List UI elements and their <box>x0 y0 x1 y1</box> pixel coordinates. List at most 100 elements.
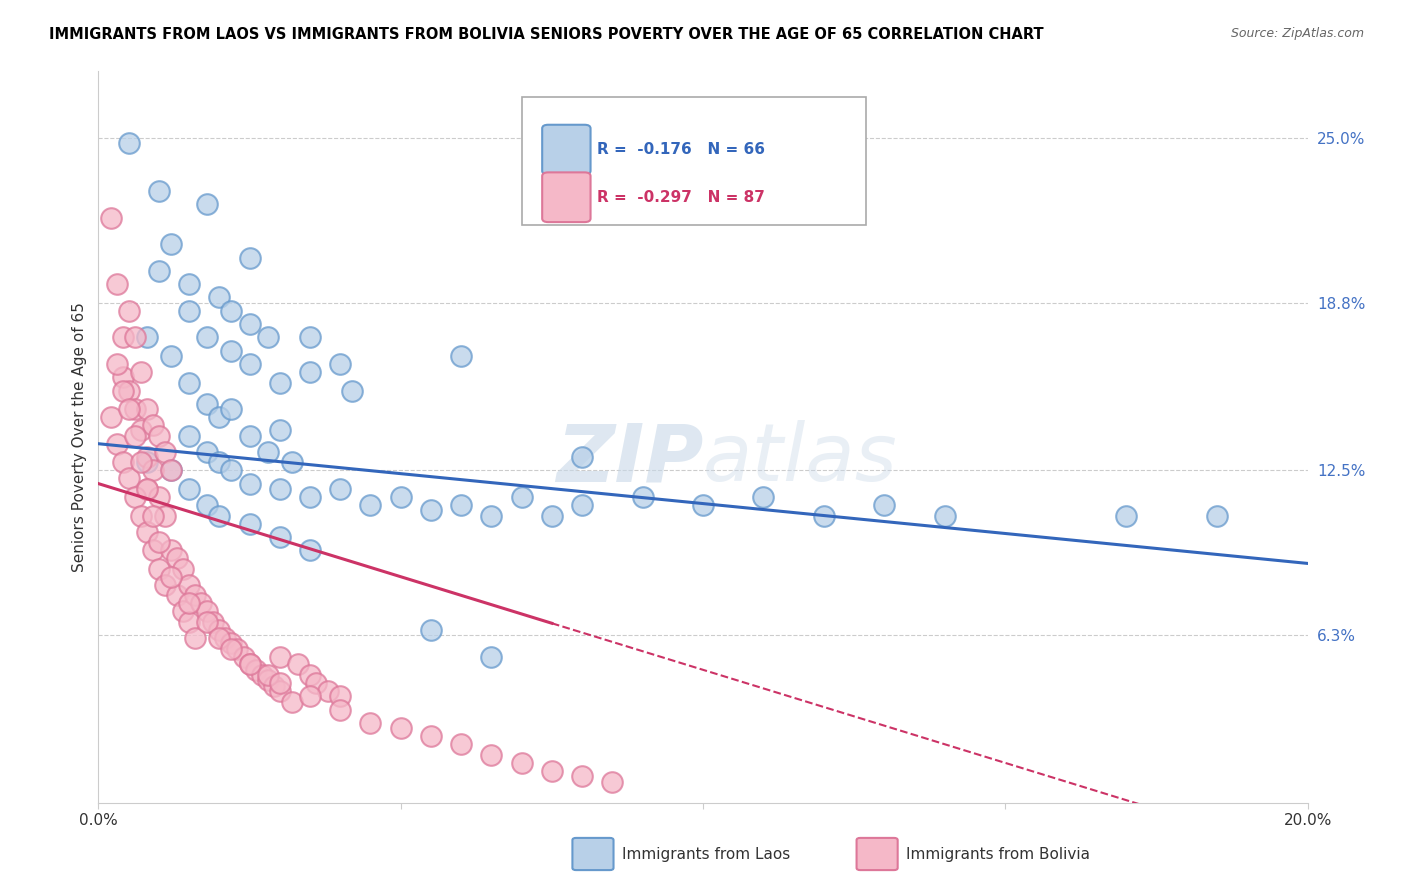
FancyBboxPatch shape <box>543 172 591 222</box>
Point <box>360 716 382 731</box>
Point <box>221 641 243 656</box>
Point <box>510 756 533 770</box>
Point <box>934 508 956 523</box>
Point <box>692 498 714 512</box>
Point <box>221 343 243 358</box>
Point <box>124 429 146 443</box>
Point <box>129 508 152 523</box>
Point <box>179 303 201 318</box>
Point <box>179 277 201 292</box>
Point <box>124 402 146 417</box>
Point <box>269 482 291 496</box>
Point <box>135 330 157 344</box>
Point <box>153 444 176 458</box>
Point <box>450 737 472 751</box>
Point <box>571 769 593 783</box>
Point <box>481 649 503 664</box>
Point <box>179 615 201 629</box>
Point <box>118 402 141 417</box>
Point <box>105 436 128 450</box>
Point <box>316 684 339 698</box>
Point <box>269 676 291 690</box>
Point <box>148 429 170 443</box>
Point <box>100 410 122 425</box>
Point <box>111 384 134 398</box>
Point <box>221 636 243 650</box>
Text: Source: ZipAtlas.com: Source: ZipAtlas.com <box>1230 27 1364 40</box>
Text: IMMIGRANTS FROM LAOS VS IMMIGRANTS FROM BOLIVIA SENIORS POVERTY OVER THE AGE OF : IMMIGRANTS FROM LAOS VS IMMIGRANTS FROM … <box>49 27 1043 42</box>
Point <box>160 349 183 363</box>
Point <box>299 543 322 558</box>
Point <box>256 668 278 682</box>
Text: atlas: atlas <box>703 420 898 498</box>
Point <box>153 577 176 591</box>
Point <box>389 490 412 504</box>
Point <box>148 264 170 278</box>
Point <box>105 277 128 292</box>
Point <box>299 690 322 704</box>
Point <box>184 631 207 645</box>
Point <box>166 588 188 602</box>
Point <box>226 641 249 656</box>
Point <box>269 649 291 664</box>
Point <box>172 562 194 576</box>
Point <box>118 471 141 485</box>
Point <box>135 482 157 496</box>
Point <box>118 136 141 151</box>
Point <box>118 303 141 318</box>
Y-axis label: Seniors Poverty Over the Age of 65: Seniors Poverty Over the Age of 65 <box>72 302 87 572</box>
Point <box>135 482 157 496</box>
Point <box>129 424 152 438</box>
Point <box>299 668 322 682</box>
Point <box>602 774 624 789</box>
Point <box>160 570 183 584</box>
Point <box>571 498 593 512</box>
Point <box>142 543 165 558</box>
Point <box>135 450 157 464</box>
Point <box>239 251 262 265</box>
Point <box>287 657 309 672</box>
Point <box>208 623 231 637</box>
Point <box>256 444 278 458</box>
Point <box>571 450 593 464</box>
Point <box>148 184 170 198</box>
Point <box>329 482 352 496</box>
Point <box>221 303 243 318</box>
Point <box>752 490 775 504</box>
Point <box>481 747 503 762</box>
Point <box>190 596 212 610</box>
Point <box>239 317 262 331</box>
Point <box>450 498 472 512</box>
Point <box>148 562 170 576</box>
Point <box>631 490 654 504</box>
Point <box>166 551 188 566</box>
Point <box>195 330 218 344</box>
Point <box>135 455 157 469</box>
Point <box>256 330 278 344</box>
Point <box>540 508 562 523</box>
Point <box>269 684 291 698</box>
Point <box>111 455 134 469</box>
Point <box>232 649 254 664</box>
Point <box>118 384 141 398</box>
Point <box>135 524 157 539</box>
Point <box>179 482 201 496</box>
Point <box>148 535 170 549</box>
Point <box>195 444 218 458</box>
Point <box>124 330 146 344</box>
Point <box>208 508 231 523</box>
Point <box>148 490 170 504</box>
Point <box>360 498 382 512</box>
Point <box>342 384 364 398</box>
Point <box>153 508 176 523</box>
Point <box>221 463 243 477</box>
Text: R =  -0.176   N = 66: R = -0.176 N = 66 <box>596 142 765 157</box>
Point <box>195 197 218 211</box>
Text: Immigrants from Laos: Immigrants from Laos <box>621 847 790 862</box>
FancyBboxPatch shape <box>572 838 613 870</box>
Point <box>160 463 183 477</box>
Point <box>281 455 304 469</box>
Point <box>481 508 503 523</box>
Point <box>111 330 134 344</box>
Text: ZIP: ZIP <box>555 420 703 498</box>
